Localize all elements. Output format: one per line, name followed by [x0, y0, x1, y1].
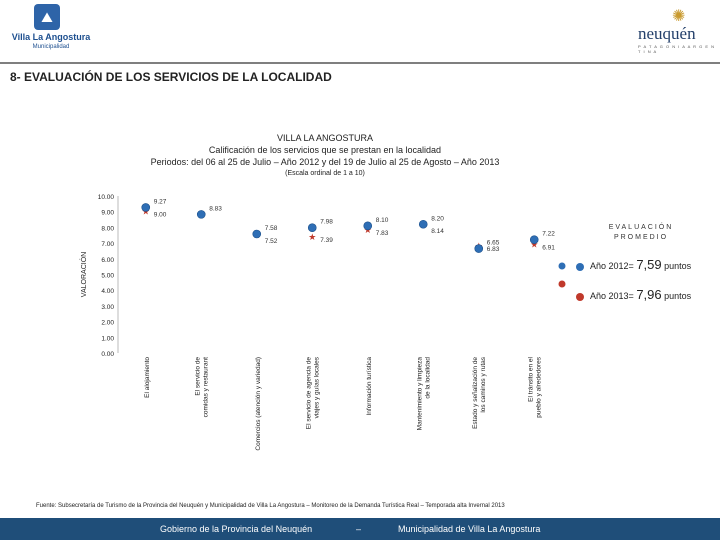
x-tick-label-line: comidas y restaurant [202, 357, 209, 418]
y-tick-label: 1.00 [101, 335, 114, 342]
legend-row-2012: Año 2012= 7,59 puntos [576, 257, 691, 272]
left-logo-name: Villa La Angostura [11, 32, 91, 42]
data-label-2012: 9.27 [154, 198, 167, 205]
legend-marker-2013 [558, 280, 566, 288]
shield-icon: ⛰ [34, 4, 60, 30]
data-label-2013: 6.91 [542, 245, 555, 252]
point-2012 [474, 244, 484, 253]
data-label-2012: 7.98 [320, 219, 333, 226]
legend-2013-suffix: puntos [664, 291, 692, 301]
x-tick-label-line: El tránsito en el [527, 356, 534, 401]
x-tick-label: El alojamiento [144, 357, 151, 398]
data-label-2013: 6.83 [487, 246, 500, 253]
x-tick-label-line: Mantenimiento y limpieza [416, 357, 423, 431]
y-tick-label: 7.00 [101, 241, 114, 248]
x-tick-label: Estado y señalización delos caminos y ru… [472, 356, 487, 429]
point-2013: ★ [142, 208, 150, 218]
x-tick-label-line: Estado y señalización de [472, 357, 479, 429]
chart-titles: VILLA LA ANGOSTURA Calificación de los s… [90, 132, 560, 180]
source-note: Fuente: Subsecretaría de Turismo de la P… [36, 503, 505, 509]
point-2013: ★ [308, 233, 316, 243]
x-tick-label-line: Información turística [366, 357, 373, 416]
y-tick-label: 6.00 [101, 257, 114, 264]
footer-right: Municipalidad de Villa La Angostura [398, 524, 541, 534]
data-label-2012: 6.65 [487, 240, 500, 247]
legend-title: EVALUACIÓN PROMEDIO [570, 223, 712, 243]
data-label-2013: 7.39 [320, 237, 333, 244]
data-label-2012: 8.20 [431, 215, 444, 222]
villa-la-angostura-logo: ⛰ Villa La Angostura Municipalidad [6, 4, 96, 56]
data-label-2013: 7.52 [265, 238, 278, 245]
data-label-2013: 8.14 [431, 228, 444, 235]
x-tick-label: Comercios (atención y variedad) [255, 357, 262, 451]
x-tick-label-line: Comercios (atención y variedad) [255, 357, 262, 451]
chart-scale-note: (Escala ordinal de 1 a 10) [285, 170, 365, 177]
x-tick-label-line: los caminos y rutas [480, 356, 487, 412]
point-2012 [307, 223, 317, 233]
x-tick-label: Información turística [366, 357, 373, 416]
legend: EVALUACIÓN PROMEDIO Año 2012= 7,59 punto… [570, 213, 712, 313]
y-tick-label: 10.00 [98, 194, 115, 201]
x-tick-label-line: El servicio de agencia de [305, 357, 312, 430]
x-tick-label-line: de la localidad [424, 357, 431, 399]
x-tick-label-line: viajes y guías locales [313, 356, 320, 418]
x-tick-label-line: pueblo y alrededores [535, 356, 542, 417]
header-bar: ⛰ Villa La Angostura Municipalidad ✺ neu… [0, 0, 720, 62]
legend-2012-suffix: puntos [664, 261, 692, 271]
legend-row-2013: Año 2013= 7,96 puntos [576, 287, 691, 302]
legend-dot-2013 [576, 292, 584, 301]
footer-sep: – [356, 524, 362, 534]
neuquen-logo: ✺ neuquén P A T A G O N I A A R G E N T … [632, 8, 716, 54]
legend-2012-value: 7,59 [636, 257, 662, 272]
y-tick-label: 4.00 [101, 288, 114, 295]
point-2012 [252, 229, 262, 239]
legend-dot-2012 [576, 262, 584, 271]
point-2013: ★ [530, 241, 538, 251]
legend-2013-prefix: Año 2013= [590, 291, 634, 301]
data-label-2013: 7.83 [376, 230, 389, 237]
x-tick-label: El servicio de agencia deviajes y guías … [305, 356, 320, 429]
legend-marker-2012 [558, 262, 566, 270]
point-2012 [363, 221, 373, 231]
data-label-2012: 8.10 [376, 217, 389, 224]
point-2012 [418, 219, 428, 229]
y-tick-label: 0.00 [101, 351, 114, 358]
point-2012 [141, 203, 151, 212]
legend-title-line1: EVALUACIÓN [608, 224, 674, 231]
data-label-2012: 7.22 [542, 231, 555, 238]
palm-icon: ✺ [672, 8, 686, 25]
y-tick-label: 2.00 [101, 320, 114, 327]
chart-subtitle: Calificación de los servicios que se pre… [208, 145, 442, 155]
legend-title-line2: PROMEDIO [613, 234, 669, 241]
point-2013: ★ [364, 226, 372, 236]
x-tick-label-line: El alojamiento [144, 357, 151, 398]
header-divider [0, 62, 720, 64]
footer-bar: Gobierno de la Provincia del Neuquén – M… [0, 518, 720, 540]
point-2012 [529, 235, 539, 244]
section-title: 8- EVALUACIÓN DE LOS SERVICIOS DE LA LOC… [10, 70, 332, 84]
x-tick-label: Mantenimiento y limpiezade la localidad [416, 357, 431, 431]
y-tick-label: 9.00 [101, 210, 114, 217]
x-tick-label: El servicio decomidas y restaurant [194, 357, 209, 418]
data-label-2012: 7.58 [265, 225, 278, 232]
data-label-2012: 8.83 [209, 205, 222, 212]
chart-title: VILLA LA ANGOSTURA [276, 133, 374, 143]
y-tick-label: 3.00 [101, 304, 114, 311]
legend-2013-value: 7,96 [636, 287, 662, 302]
left-logo-sub: Municipalidad [32, 44, 70, 50]
right-logo-sub: P A T A G O N I A A R G E N T I N A [638, 44, 716, 54]
y-axis-label: VALORACIÓN [79, 252, 88, 297]
x-tick-label: El tránsito en elpueblo y alrededores [527, 356, 542, 417]
data-label-2013: 9.00 [154, 212, 167, 219]
legend-2012-prefix: Año 2012= [590, 261, 634, 271]
chart-periods: Periodos: del 06 al 25 de Julio – Año 20… [150, 157, 500, 167]
x-tick-label-line: El servicio de [194, 357, 201, 396]
y-tick-label: 8.00 [101, 225, 114, 232]
point-2012 [196, 210, 206, 219]
footer-left: Gobierno de la Provincia del Neuquén [160, 524, 313, 534]
y-tick-label: 5.00 [101, 273, 114, 280]
right-logo-name: neuquén [638, 24, 696, 43]
